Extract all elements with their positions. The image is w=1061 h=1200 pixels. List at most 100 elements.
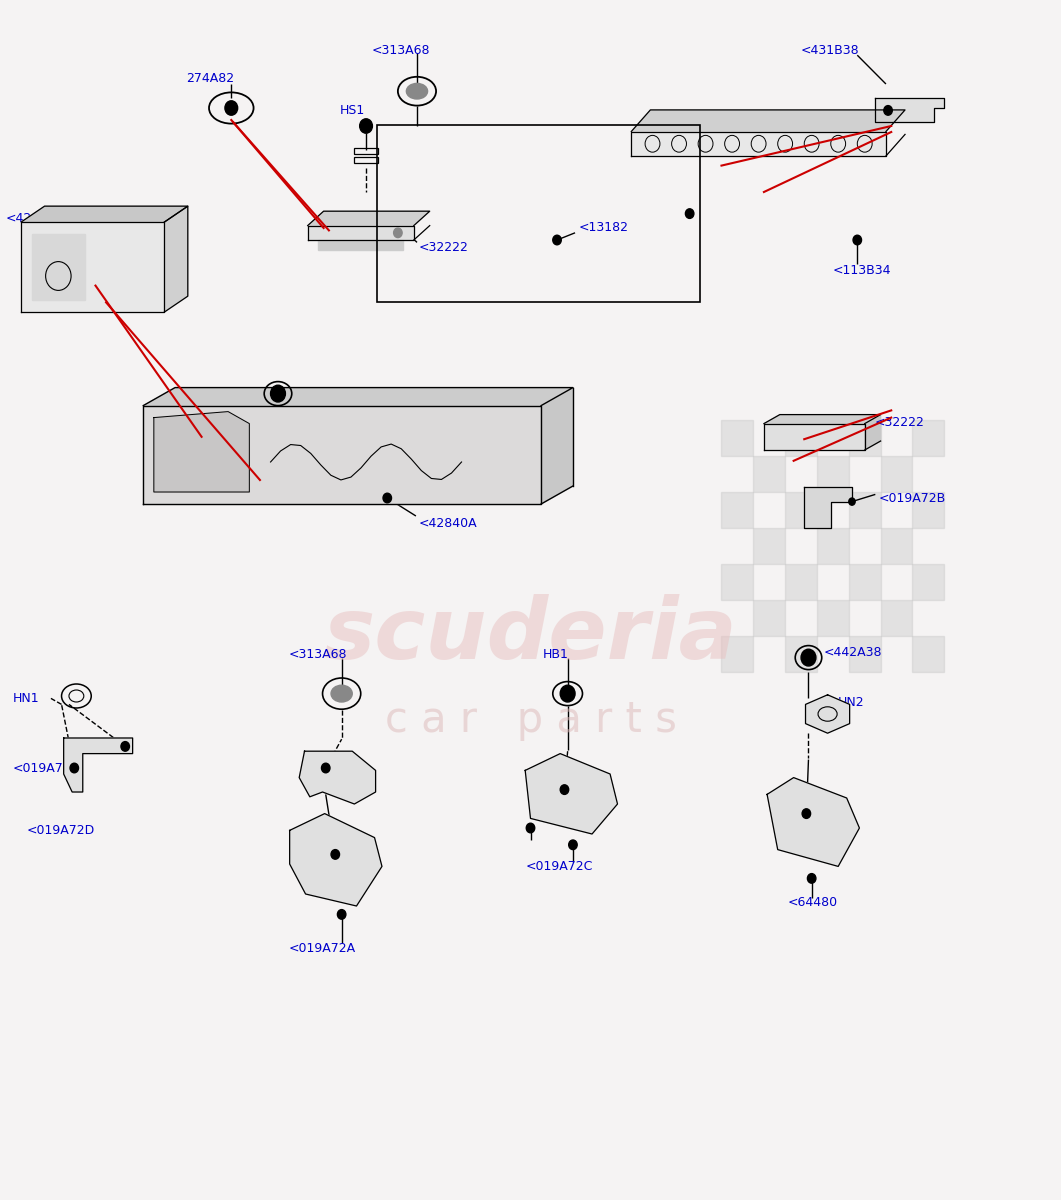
- Bar: [753, 456, 785, 492]
- Text: HB1: HB1: [543, 648, 569, 660]
- Text: HS2: HS2: [295, 388, 320, 400]
- Bar: [721, 420, 753, 456]
- Bar: [785, 492, 817, 528]
- Bar: [753, 528, 785, 564]
- Bar: [817, 600, 849, 636]
- Polygon shape: [21, 206, 188, 222]
- Polygon shape: [525, 754, 618, 834]
- Bar: [912, 492, 944, 528]
- Bar: [721, 492, 753, 528]
- Polygon shape: [318, 240, 403, 250]
- Bar: [753, 600, 785, 636]
- Polygon shape: [541, 388, 573, 504]
- Circle shape: [70, 763, 79, 773]
- Text: c a r   p a r t s: c a r p a r t s: [384, 698, 677, 740]
- Bar: [817, 528, 849, 564]
- Text: <019A72C: <019A72C: [525, 860, 593, 872]
- Polygon shape: [143, 406, 541, 504]
- Bar: [785, 564, 817, 600]
- Text: <13182: <13182: [578, 222, 628, 234]
- Bar: [849, 492, 881, 528]
- Circle shape: [802, 809, 811, 818]
- Circle shape: [121, 742, 129, 751]
- Polygon shape: [764, 415, 881, 424]
- Circle shape: [526, 823, 535, 833]
- Polygon shape: [299, 751, 376, 804]
- Polygon shape: [804, 487, 852, 528]
- Text: HS1: HS1: [340, 104, 365, 116]
- Text: HN2: HN2: [838, 696, 865, 708]
- Bar: [912, 636, 944, 672]
- Polygon shape: [308, 211, 430, 226]
- Polygon shape: [32, 234, 85, 300]
- Circle shape: [569, 840, 577, 850]
- Bar: [881, 600, 912, 636]
- Circle shape: [331, 850, 340, 859]
- Circle shape: [560, 785, 569, 794]
- Text: <019A72D: <019A72D: [27, 824, 94, 836]
- Bar: [817, 456, 849, 492]
- Text: <019A72D: <019A72D: [13, 762, 81, 774]
- Circle shape: [383, 493, 392, 503]
- Text: <42840B: <42840B: [5, 212, 64, 224]
- Bar: [721, 636, 753, 672]
- Text: <64480: <64480: [787, 896, 837, 908]
- Ellipse shape: [406, 84, 428, 98]
- Polygon shape: [21, 222, 164, 312]
- Polygon shape: [631, 132, 886, 156]
- Text: HN1: HN1: [13, 692, 39, 704]
- Text: <32222: <32222: [874, 416, 924, 428]
- Polygon shape: [154, 412, 249, 492]
- Circle shape: [271, 385, 285, 402]
- Text: <019A72A: <019A72A: [289, 942, 355, 954]
- Bar: [377, 125, 700, 302]
- Text: <32222: <32222: [419, 241, 469, 253]
- Polygon shape: [164, 206, 188, 312]
- Circle shape: [884, 106, 892, 115]
- Circle shape: [360, 119, 372, 133]
- Circle shape: [553, 235, 561, 245]
- Text: <313A68: <313A68: [289, 648, 347, 660]
- Bar: [912, 420, 944, 456]
- Polygon shape: [865, 415, 881, 450]
- Bar: [881, 528, 912, 564]
- Bar: [849, 564, 881, 600]
- Bar: [721, 564, 753, 600]
- Circle shape: [849, 498, 855, 505]
- Polygon shape: [308, 226, 414, 240]
- Bar: [912, 564, 944, 600]
- Polygon shape: [64, 738, 133, 792]
- Bar: [785, 636, 817, 672]
- Circle shape: [394, 228, 402, 238]
- Text: 274A82: 274A82: [186, 72, 233, 84]
- Circle shape: [685, 209, 694, 218]
- Polygon shape: [143, 388, 573, 406]
- Circle shape: [337, 910, 346, 919]
- Bar: [354, 157, 378, 163]
- Bar: [849, 636, 881, 672]
- Polygon shape: [875, 98, 944, 122]
- Text: <113B34: <113B34: [833, 264, 891, 276]
- Text: scuderia: scuderia: [324, 594, 737, 678]
- Bar: [785, 420, 817, 456]
- Circle shape: [321, 763, 330, 773]
- Bar: [881, 456, 912, 492]
- Bar: [354, 148, 378, 154]
- Circle shape: [801, 649, 816, 666]
- Text: <42840A: <42840A: [419, 517, 477, 529]
- Circle shape: [560, 685, 575, 702]
- Polygon shape: [805, 695, 850, 733]
- Polygon shape: [290, 814, 382, 906]
- Text: <431B38: <431B38: [801, 44, 859, 56]
- Circle shape: [807, 874, 816, 883]
- Polygon shape: [767, 778, 859, 866]
- Polygon shape: [764, 424, 865, 450]
- Circle shape: [853, 235, 862, 245]
- Text: <313A68: <313A68: [371, 44, 430, 56]
- Text: <019A72B: <019A72B: [879, 492, 945, 504]
- Text: <442A38: <442A38: [823, 647, 882, 659]
- Circle shape: [225, 101, 238, 115]
- Polygon shape: [631, 110, 905, 132]
- Ellipse shape: [331, 685, 352, 702]
- Bar: [849, 420, 881, 456]
